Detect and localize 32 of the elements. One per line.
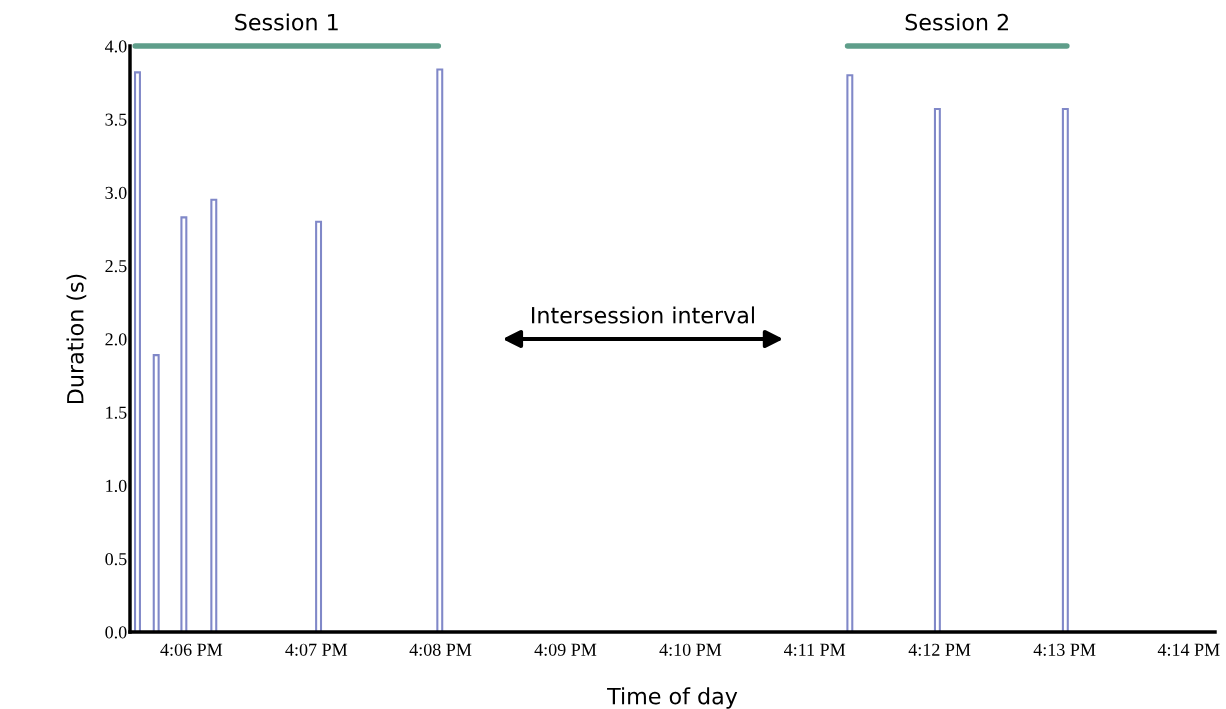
y-tick-label: 4.0: [105, 40, 127, 53]
x-tick-label: 4:14 PM: [1157, 643, 1220, 656]
y-axis-title: Duration (s): [66, 274, 87, 404]
y-tick-label: 2.5: [105, 260, 127, 273]
x-tick-label: 4:12 PM: [908, 643, 971, 656]
series-label: Session 1: [235, 13, 338, 31]
x-tick-label: 4:08 PM: [409, 643, 472, 656]
annotation: Intersession interval: [532, 306, 754, 324]
y-tick-label: 0.5: [105, 553, 127, 566]
x-axis-title: Time of day: [607, 687, 738, 709]
x-tick-label: 4:06 PM: [160, 643, 223, 656]
bar: [152, 354, 160, 632]
bar: [180, 216, 188, 632]
x-tick-label: 4:10 PM: [659, 643, 722, 656]
series-label: Session 2: [905, 13, 1008, 31]
y-tick-label: 2.0: [105, 333, 127, 346]
bar: [210, 198, 218, 632]
bar: [436, 68, 444, 632]
bar: [315, 220, 323, 632]
y-tick-label: 1.5: [106, 406, 127, 419]
x-tick-label: 4:13 PM: [1033, 643, 1096, 656]
x-tick-label: 4:07 PM: [285, 643, 348, 656]
bar: [933, 107, 941, 632]
bar: [134, 71, 141, 632]
y-tick-label: 3.5: [105, 113, 127, 126]
y-tick-label: 0.0: [105, 626, 127, 639]
y-tick-label: 3.0: [105, 186, 127, 200]
y-tick-label: 1.0: [106, 479, 127, 493]
bar: [1061, 107, 1069, 632]
x-tick-label: 4:11 PM: [784, 643, 846, 656]
bar: [846, 74, 854, 632]
x-tick-label: 4:09 PM: [534, 643, 597, 656]
